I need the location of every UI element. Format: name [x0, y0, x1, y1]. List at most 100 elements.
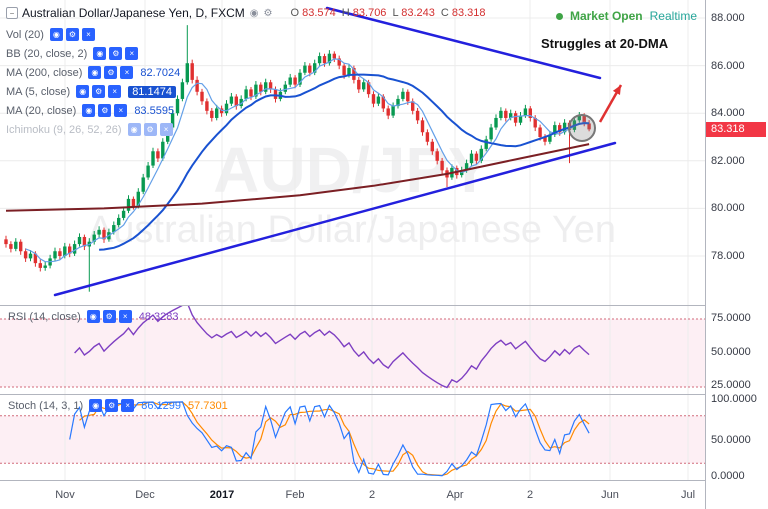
indicator-label[interactable]: MA (5, close): [6, 85, 71, 98]
high-label: H: [341, 7, 350, 19]
axis-label: 84.000: [711, 107, 745, 119]
time-axis-label: 2: [526, 489, 534, 501]
eye-icon[interactable]: ◉: [49, 28, 63, 41]
time-axis-label: Dec: [135, 489, 155, 501]
axis-label: 80.000: [711, 202, 745, 214]
ohlc-readout: O 83.574 H 83.706 L 83.243 C 83.318: [284, 7, 485, 19]
indicator-label[interactable]: Ichimoku (9, 26, 52, 26): [6, 123, 122, 136]
axis-label: 0.0000: [711, 470, 745, 482]
settings-icon[interactable]: ⚙: [98, 104, 112, 117]
indicator-label[interactable]: BB (20, close, 2): [6, 47, 88, 60]
low-value: 83.243: [401, 7, 435, 19]
symbol-legend-row: − Australian Dollar/Japanese Yen, D, FXC…: [6, 6, 486, 20]
time-axis-label: Jun: [601, 489, 619, 501]
market-status: Market Open Realtime: [555, 9, 697, 23]
market-open-dot-icon: [555, 12, 563, 20]
last-price-badge: 83.318: [706, 122, 766, 137]
stoch-label[interactable]: Stoch (14, 3, 1): [8, 399, 84, 412]
chart-column: AUD/JPY Australian Dollar/Japanese Yen Str…: [0, 0, 705, 509]
time-axis-label: 2: [368, 489, 376, 501]
indicator-label[interactable]: Vol (20): [6, 28, 44, 41]
high-value: 83.706: [352, 7, 387, 19]
rsi-value: 48.3283: [138, 310, 179, 323]
indicator-label[interactable]: MA (200, close): [6, 66, 83, 79]
eye-icon[interactable]: ◉: [127, 123, 141, 136]
stoch-legend: Stoch (14, 3, 1) ◉ ⚙ × 86.1299 57.7301: [8, 399, 228, 412]
rsi-chart-canvas[interactable]: [0, 306, 705, 394]
price-axis[interactable]: 83.318 88.000 86.000 84.000 82.000 80.000 78.…: [705, 0, 768, 509]
axis-label: 86.000: [711, 60, 745, 72]
indicator-row-3: MA (5, close) ◉ ⚙ × 81.1474: [6, 82, 486, 101]
settings-icon[interactable]: ⚙: [65, 28, 79, 41]
indicator-row-2: MA (200, close) ◉ ⚙ × 82.7024: [6, 63, 486, 82]
close-icon[interactable]: ×: [121, 399, 135, 412]
settings-icon[interactable]: ⚙: [102, 310, 116, 323]
pane-collapse-icon[interactable]: −: [6, 7, 18, 19]
close-icon[interactable]: ×: [118, 310, 132, 323]
close-icon[interactable]: ×: [159, 123, 173, 136]
close-value: 83.318: [451, 7, 486, 19]
symbol-title[interactable]: Australian Dollar/Japanese Yen, D, FXCM: [22, 6, 245, 20]
svg-text:Struggles at 20-DMA: Struggles at 20-DMA: [541, 36, 669, 51]
indicator-row-0: Vol (20) ◉ ⚙ ×: [6, 25, 486, 44]
price-pane: AUD/JPY Australian Dollar/Japanese Yen Str…: [0, 0, 705, 305]
time-axis-label: 2017: [209, 489, 235, 501]
indicator-row-1: BB (20, close, 2) ◉ ⚙ ×: [6, 44, 486, 63]
settings-icon[interactable]: ⚙: [109, 47, 123, 60]
stoch-d-value: 57.7301: [187, 399, 228, 412]
time-axis-label: Apr: [446, 489, 464, 501]
indicator-row-4: MA (20, close) ◉ ⚙ × 83.5595: [6, 101, 486, 120]
realtime-label[interactable]: Realtime: [649, 9, 697, 23]
chart-legend: − Australian Dollar/Japanese Yen, D, FXC…: [6, 6, 486, 139]
eye-icon[interactable]: ◉: [89, 399, 103, 412]
stoch-k-value: 86.1299: [141, 399, 181, 412]
time-axis-label: Jul: [680, 489, 696, 501]
indicator-legend-list: Vol (20) ◉ ⚙ × BB (20, close, 2) ◉ ⚙ × MA (200, …: [6, 25, 486, 139]
indicator-value: 82.7024: [140, 66, 181, 79]
eye-icon[interactable]: ◉: [86, 310, 100, 323]
indicator-row-5: Ichimoku (9, 26, 52, 26) ◉ ⚙ ×: [6, 120, 486, 139]
settings-icon[interactable]: ⚙: [143, 123, 157, 136]
indicator-value: 83.5595: [134, 104, 175, 117]
rsi-label[interactable]: RSI (14, close): [8, 310, 81, 323]
close-icon[interactable]: ×: [114, 104, 128, 117]
market-open-label: Market Open: [569, 9, 643, 23]
axis-label: 75.0000: [711, 312, 751, 324]
axis-label: 25.0000: [711, 379, 751, 391]
close-icon[interactable]: ×: [81, 28, 95, 41]
svg-text:AUD/JPY: AUD/JPY: [213, 134, 490, 206]
eye-icon[interactable]: ◉: [88, 66, 102, 79]
eye-icon[interactable]: ◉: [82, 104, 96, 117]
close-icon[interactable]: ×: [108, 85, 122, 98]
axis-label: 78.000: [711, 250, 745, 262]
axis-label: 50.0000: [711, 346, 751, 358]
indicator-value: 81.1474: [128, 85, 176, 98]
stoch-pane: Stoch (14, 3, 1) ◉ ⚙ × 86.1299 57.7301: [0, 394, 705, 480]
close-icon[interactable]: ×: [125, 47, 139, 60]
settings-icon[interactable]: ⚙: [105, 399, 119, 412]
settings-icon[interactable]: ⚙: [92, 85, 106, 98]
rsi-pane: RSI (14, close) ◉ ⚙ × 48.3283: [0, 305, 705, 394]
close-label: C: [440, 7, 449, 19]
stoch-chart-canvas[interactable]: [0, 395, 705, 480]
low-label: L: [392, 7, 399, 19]
axis-label: 100.0000: [711, 393, 757, 405]
eye-icon[interactable]: ◉: [93, 47, 107, 60]
axis-label: 82.000: [711, 155, 745, 167]
time-axis-label: Nov: [55, 489, 75, 501]
axis-label: 88.000: [711, 12, 745, 24]
svg-text:Australian Dollar/Japanese Yen: Australian Dollar/Japanese Yen: [88, 209, 616, 251]
time-axis[interactable]: Nov Dec 2017 Feb 2 Apr 2 Jun Jul: [0, 480, 705, 509]
axis-label: 50.0000: [711, 434, 751, 446]
rsi-legend: RSI (14, close) ◉ ⚙ × 48.3283: [8, 310, 179, 323]
settings-icon[interactable]: ⚙: [104, 66, 118, 79]
close-icon[interactable]: ×: [120, 66, 134, 79]
open-label: O: [290, 7, 300, 19]
indicator-label[interactable]: MA (20, close): [6, 104, 77, 117]
eye-icon[interactable]: ◉: [249, 7, 259, 19]
open-value: 83.574: [302, 7, 336, 19]
eye-icon[interactable]: ◉: [76, 85, 90, 98]
settings-icon[interactable]: ⚙: [263, 7, 273, 19]
